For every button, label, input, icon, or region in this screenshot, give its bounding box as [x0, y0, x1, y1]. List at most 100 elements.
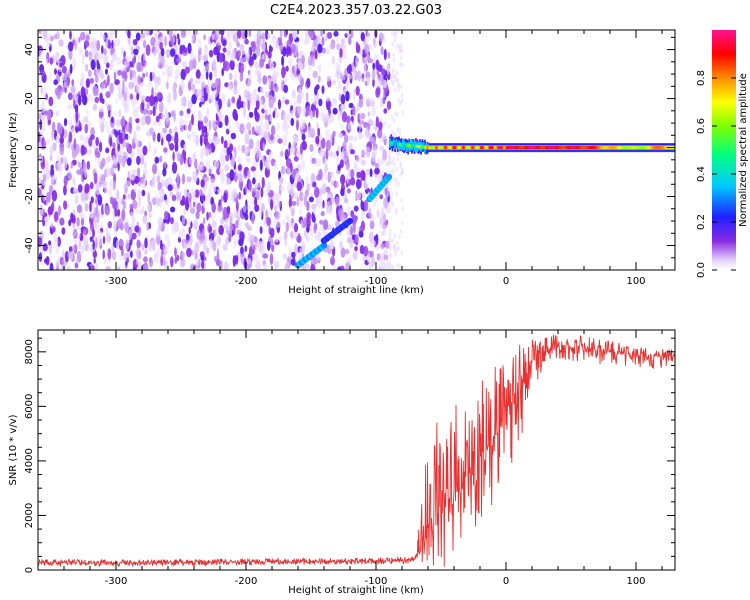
carrier-mark [663, 146, 666, 150]
noise-speckle [401, 205, 405, 211]
noise-speckle [388, 159, 391, 165]
noise-speckle [378, 219, 382, 228]
noise-speckle [282, 134, 288, 147]
noise-speckle [301, 241, 306, 254]
carrier-mark [447, 146, 450, 150]
carrier-mark [444, 146, 447, 150]
noise-speckle [51, 226, 56, 233]
noise-speckle [110, 116, 114, 124]
noise-speckle [234, 227, 238, 236]
noise-speckle [236, 63, 240, 72]
noise-speckle [400, 92, 404, 98]
noise-speckle [51, 190, 58, 202]
noise-speckle [171, 110, 174, 117]
noise-speckle [332, 107, 338, 115]
noise-speckle [203, 116, 208, 124]
noise-speckle [124, 64, 127, 71]
noise-speckle [296, 94, 302, 104]
noise-speckle [238, 191, 241, 200]
noise-speckle [346, 159, 350, 166]
noise-speckle [401, 110, 405, 116]
noise-speckle [173, 90, 177, 101]
carrier-mark [593, 146, 595, 150]
noise-speckle [117, 266, 121, 270]
carrier-mark [428, 146, 430, 150]
noise-speckle [76, 169, 82, 175]
noise-speckle [247, 99, 250, 111]
noise-speckle [195, 210, 200, 220]
noise-speckle [220, 30, 225, 36]
noise-speckle [83, 116, 89, 123]
noise-speckle [232, 34, 236, 42]
noise-speckle [92, 47, 96, 58]
noise-speckle [230, 52, 235, 62]
noise-speckle [239, 123, 245, 135]
noise-speckle [235, 36, 239, 47]
noise-speckle [243, 99, 246, 108]
carrier-mark [619, 146, 621, 150]
noise-speckle [176, 33, 180, 40]
noise-speckle [74, 104, 79, 114]
noise-speckle [285, 65, 289, 72]
noise-speckle [70, 142, 74, 151]
noise-speckle [145, 44, 151, 56]
noise-speckle [325, 47, 331, 55]
noise-speckle [262, 75, 268, 85]
noise-speckle [119, 239, 124, 247]
carrier-mark [485, 146, 487, 150]
noise-speckle [338, 132, 344, 138]
noise-speckle [186, 219, 191, 226]
noise-speckle [383, 254, 389, 261]
noise-speckle [89, 41, 95, 50]
noise-speckle [113, 180, 116, 191]
carrier-mark [395, 142, 398, 146]
noise-speckle [326, 75, 331, 82]
noise-speckle [80, 118, 85, 130]
noise-speckle [98, 141, 103, 153]
noise-speckle [159, 42, 163, 51]
noise-speckle [214, 123, 218, 131]
noise-speckle [283, 113, 288, 122]
noise-speckle [71, 127, 76, 135]
noise-speckle [260, 187, 264, 198]
noise-speckle [389, 245, 392, 251]
carrier-mark [489, 146, 491, 150]
noise-speckle [333, 30, 339, 37]
noise-speckle [227, 124, 232, 131]
carrier-mark [493, 146, 495, 150]
noise-speckle [264, 91, 269, 98]
noise-speckle [394, 74, 397, 80]
noise-speckle [247, 48, 250, 60]
noise-speckle [386, 258, 391, 270]
noise-speckle [127, 134, 131, 140]
noise-speckle [366, 76, 370, 87]
noise-speckle [203, 87, 206, 94]
noise-speckle [354, 246, 358, 252]
noise-speckle [377, 128, 383, 139]
noise-speckle [305, 263, 310, 269]
noise-speckle [63, 157, 68, 169]
noise-speckle [237, 155, 241, 165]
noise-speckle [88, 69, 92, 77]
noise-speckle [239, 57, 246, 63]
carrier-mark [598, 146, 601, 150]
noise-speckle [66, 76, 71, 86]
noise-speckle [205, 146, 209, 158]
noise-speckle [132, 199, 138, 209]
noise-speckle [193, 54, 197, 61]
noise-speckle [317, 127, 321, 137]
carrier-mark [655, 146, 658, 150]
noise-speckle [71, 147, 76, 159]
noise-speckle [103, 54, 109, 65]
noise-speckle [127, 147, 133, 155]
noise-speckle [321, 183, 327, 195]
noise-speckle [140, 95, 146, 103]
snr-ytick-label: 2000 [24, 503, 35, 528]
noise-speckle [160, 249, 164, 256]
carrier-mark [532, 146, 534, 150]
noise-speckle [283, 74, 288, 83]
noise-speckle [133, 48, 139, 55]
noise-speckle [44, 159, 49, 172]
noise-speckle [363, 62, 367, 75]
noise-speckle [347, 37, 352, 45]
